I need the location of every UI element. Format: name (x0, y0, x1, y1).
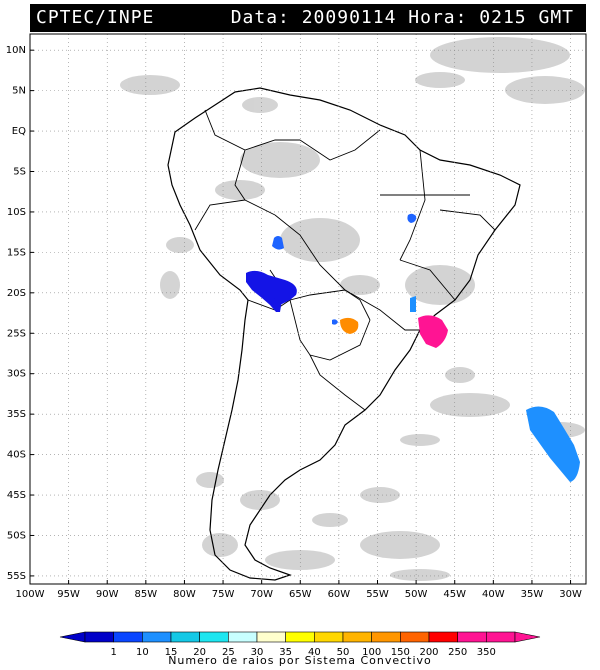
system-blob (410, 296, 416, 312)
legend-label: 150 (391, 647, 410, 658)
lon-tick-label: 60W (328, 589, 351, 600)
legend-label: 100 (362, 647, 381, 658)
datetime-label: Data: 20090114 Hora: 0215 GMT (231, 7, 574, 28)
legend-swatch (142, 631, 172, 643)
system-blob (274, 298, 282, 312)
lat-tick-label: EQ (12, 126, 26, 137)
map-grid (29, 34, 586, 584)
lon-tick-label: 85W (135, 589, 158, 600)
system-blob (246, 270, 297, 312)
lat-tick-label: 10S (7, 207, 26, 218)
lon-tick-label: 65W (289, 589, 312, 600)
lon-tick-label: 90W (96, 589, 119, 600)
lat-tick-label: 5N (12, 86, 26, 97)
legend-swatch (113, 631, 143, 643)
legend-swatch (256, 631, 286, 643)
legend-swatch (371, 631, 401, 643)
system-blob (418, 315, 448, 348)
map-border (29, 33, 587, 585)
legend-label: 50 (337, 647, 350, 658)
longitude-labels: 100W 95W 90W 85W 80W 75W 70W 65W 60W 55W 50W 45W 40W… (16, 580, 582, 600)
legend-colorbar (59, 631, 541, 643)
legend-label: 10 (136, 647, 149, 658)
system-blob (407, 213, 417, 223)
cloud-cover (120, 37, 585, 581)
lat-tick-label: 10N (6, 45, 26, 56)
legend-swatch (285, 631, 315, 643)
lat-tick-label: 55S (7, 571, 26, 582)
time-label: Hora: (408, 7, 468, 28)
legend-arrow-right (514, 631, 541, 643)
source-label: CPTEC/INPE (36, 7, 155, 28)
legend-swatch (342, 631, 372, 643)
lon-tick-label: 95W (57, 589, 80, 600)
map-frame (30, 34, 586, 584)
lat-tick-label: 20S (7, 288, 26, 299)
lon-tick-label: 30W (559, 589, 582, 600)
legend-label: 1 (110, 647, 116, 658)
lon-tick-label: 35W (521, 589, 544, 600)
lat-tick-label: 30S (7, 369, 26, 380)
legend-swatch (486, 631, 516, 643)
legend-swatch (457, 631, 487, 643)
lon-tick-label: 70W (250, 589, 273, 600)
legend-labels: 1 10 15 20 25 30 35 40 50 100 150 200 250 350 (110, 647, 495, 658)
lon-tick-label: 40W (482, 589, 505, 600)
convective-systems (246, 213, 580, 482)
map-header: CPTEC/INPE Data: 20090114 Hora: 0215 GMT (30, 4, 586, 32)
lon-tick-label: 80W (173, 589, 196, 600)
time-value: 0215 GMT (479, 7, 574, 28)
lat-tick-label: 45S (7, 490, 26, 501)
legend-label: 40 (308, 647, 321, 658)
system-blob (332, 319, 338, 325)
latitude-labels: 10N 5N EQ 5S 10S 15S 20S 25S 30S 35S 40S 45S 50S 55S (6, 45, 34, 582)
lon-tick-label: 55W (366, 589, 389, 600)
lat-tick-label: 50S (7, 530, 26, 541)
legend-swatch (314, 631, 344, 643)
legend-label: 30 (251, 647, 264, 658)
legend-label: 25 (222, 647, 235, 658)
lat-tick-label: 5S (13, 167, 26, 178)
date-value: 20090114 (301, 7, 397, 28)
legend-arrow-left (59, 631, 86, 643)
legend-swatch (170, 631, 200, 643)
legend-label: 350 (477, 647, 496, 658)
date-label: Data: (230, 7, 290, 28)
legend-label: 200 (419, 647, 438, 658)
system-blob (272, 236, 284, 250)
lat-tick-label: 15S (7, 247, 26, 258)
legend-label: 20 (193, 647, 206, 658)
lon-tick-label: 75W (212, 589, 235, 600)
lat-tick-label: 35S (7, 409, 26, 420)
system-blob (526, 406, 580, 482)
legend-label: 15 (165, 647, 178, 658)
legend-swatch (400, 631, 430, 643)
lon-tick-label: 45W (443, 589, 466, 600)
lon-tick-label: 100W (16, 589, 45, 600)
legend-swatch (228, 631, 258, 643)
legend-swatch (84, 631, 114, 643)
system-blob (340, 317, 359, 334)
legend-label: 250 (448, 647, 467, 658)
legend-caption: Numero de raios por Sistema Convectivo (168, 654, 432, 667)
lon-tick-label: 50W (405, 589, 428, 600)
lat-tick-label: 40S (7, 450, 26, 461)
legend-label: 35 (279, 647, 292, 658)
legend-swatch (428, 631, 458, 643)
legend-swatch (199, 631, 229, 643)
lat-tick-label: 25S (7, 328, 26, 339)
